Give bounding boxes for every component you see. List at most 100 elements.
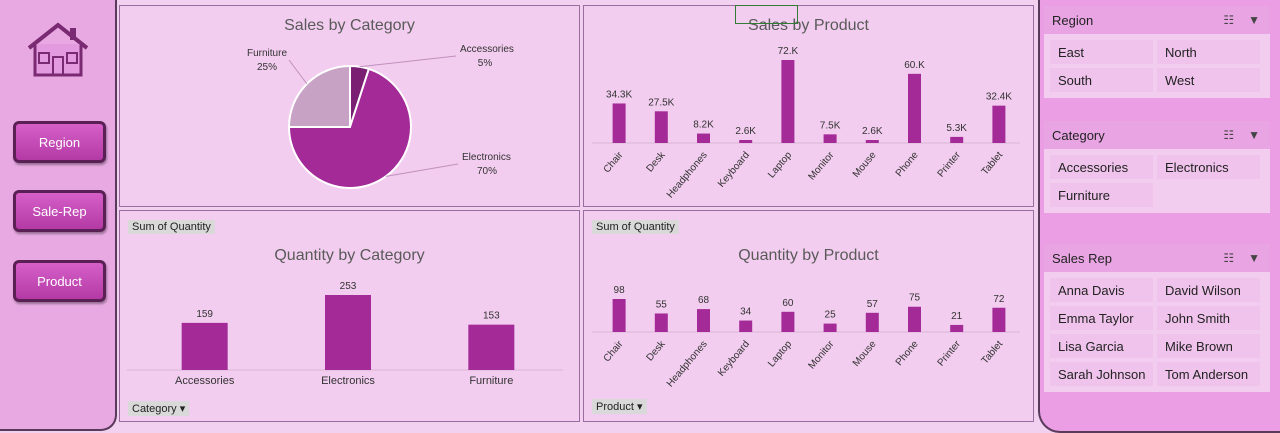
data-label: 34 (740, 307, 752, 318)
leader-line (288, 59, 308, 85)
pie-slice (287, 64, 351, 128)
bar (612, 103, 626, 143)
category-filter-button[interactable]: Category ▾ (128, 401, 190, 416)
slicer-item-emma-taylor[interactable]: Emma Taylor (1050, 306, 1153, 330)
chevron-down-icon: ▾ (179, 403, 186, 415)
tick-label: Printer (936, 338, 964, 368)
tick-label: Laptop (766, 150, 794, 181)
data-label: 57 (867, 299, 879, 310)
slicer-item-mike-brown[interactable]: Mike Brown (1157, 334, 1260, 358)
region-slicer: Region ☷ ▼ East North South West (1044, 6, 1270, 98)
tick-label: Tablet (980, 150, 1006, 178)
tick-label: Phone (894, 339, 921, 369)
tick-label: Monitor (807, 338, 837, 371)
data-label: 55 (656, 299, 668, 310)
clear-filter-icon[interactable]: ▼ (1248, 13, 1260, 27)
slicer-item-lisa-garcia[interactable]: Lisa Garcia (1050, 334, 1153, 358)
slicer-item-john-smith[interactable]: John Smith (1157, 306, 1260, 330)
tick-label: Printer (936, 149, 964, 179)
bar (992, 105, 1006, 143)
bar (908, 73, 921, 143)
multiselect-icon[interactable]: ☷ (1223, 128, 1235, 142)
product-filter-button[interactable]: Product ▾ (592, 399, 647, 414)
tick-label: Headphones (665, 339, 710, 390)
clear-filter-icon[interactable]: ▼ (1248, 251, 1260, 265)
bar (992, 307, 1006, 332)
tick-label: Mouse (851, 339, 879, 369)
panel-title: Sales by Category (284, 17, 415, 34)
clear-filter-icon[interactable]: ▼ (1248, 128, 1260, 142)
slicer-title: Category (1052, 127, 1105, 143)
nav-sidebar: Region Sale-Rep Product (0, 0, 117, 431)
panel-title: Quantity by Category (274, 247, 425, 264)
tick-label: Accessories (175, 375, 235, 387)
bar (468, 324, 515, 370)
slicer-item-west[interactable]: West (1157, 68, 1260, 92)
tick-label: Electronics (321, 375, 375, 387)
slicer-item-electronics[interactable]: Electronics (1157, 155, 1260, 179)
slicer-item-tom-anderson[interactable]: Tom Anderson (1157, 362, 1260, 386)
data-label: 68 (698, 295, 710, 306)
bar (781, 311, 795, 332)
slicer-header: Category ☷ ▼ (1044, 121, 1270, 149)
sale-rep-button[interactable]: Sale-Rep (13, 190, 106, 232)
bar-chart: 98 Chair 55 Desk 68 Headphones 34 Keyboard 60 Lap… (592, 285, 1020, 390)
bar (697, 133, 710, 143)
sales-by-product-panel: Sales by Product 34.3K Chair 27.5K Desk 8.2K… (583, 5, 1034, 207)
slicer-item-sarah-johnson[interactable]: Sarah Johnson (1050, 362, 1153, 386)
product-button[interactable]: Product (13, 260, 106, 302)
data-label: 25 (825, 310, 837, 321)
pie-chart: Accessories 5% Electronics 70% Furniture 25% (247, 44, 514, 189)
home-icon[interactable] (23, 20, 93, 80)
bar-chart: 34.3K Chair 27.5K Desk 8.2K Headphones 2.6K Key… (592, 46, 1020, 201)
selected-cell-marker (735, 5, 798, 24)
tick-label: Tablet (980, 339, 1006, 367)
slicer-item-david-wilson[interactable]: David Wilson (1157, 278, 1260, 302)
tick-label: Chair (602, 338, 626, 364)
panel-title: Sales by Product (748, 17, 869, 34)
bar (739, 140, 753, 143)
panel-title: Quantity by Product (738, 247, 879, 264)
tick-label: Desk (645, 149, 669, 174)
data-label: 21 (951, 311, 963, 322)
multiselect-icon[interactable]: ☷ (1223, 251, 1235, 265)
slicer-item-south[interactable]: South (1050, 68, 1153, 92)
data-label: 5.3K (946, 123, 967, 134)
data-label: 2.6K (862, 126, 883, 137)
data-label: 98 (614, 285, 626, 296)
bar (823, 323, 837, 332)
bar (739, 320, 753, 332)
slice-percent: 5% (478, 58, 493, 69)
chevron-down-icon: ▾ (636, 401, 643, 413)
slicer-item-accessories[interactable]: Accessories (1050, 155, 1153, 179)
slicer-item-east[interactable]: East (1050, 40, 1153, 64)
data-label: 7.5K (820, 120, 841, 131)
slicer-title: Sales Rep (1052, 250, 1112, 266)
slicer-item-north[interactable]: North (1157, 40, 1260, 64)
sales-rep-slicer: Sales Rep ☷ ▼ Anna Davis David Wilson Emm… (1044, 244, 1270, 392)
multiselect-icon[interactable]: ☷ (1223, 13, 1235, 27)
bar (697, 309, 710, 332)
data-label: 2.6K (735, 126, 756, 137)
data-label: 253 (340, 281, 357, 292)
tick-label: Phone (894, 150, 921, 180)
tick-label: Mouse (851, 150, 879, 180)
slice-label: Furniture (247, 48, 287, 59)
bar-chart: 159 Accessories 253 Electronics 153 Furniture (127, 281, 563, 387)
tick-label: Furniture (469, 375, 513, 387)
bar (325, 295, 371, 370)
data-label: 60 (782, 298, 794, 309)
sales-by-category-panel: Sales by Category Accessories 5% Electroni… (119, 5, 580, 207)
slicer-title: Region (1052, 12, 1094, 28)
bar (781, 60, 795, 143)
region-button[interactable]: Region (13, 121, 106, 163)
data-label: 72.K (778, 46, 799, 57)
slicer-item-furniture[interactable]: Furniture (1050, 183, 1153, 207)
slice-percent: 25% (257, 62, 277, 73)
slicer-item-anna-davis[interactable]: Anna Davis (1050, 278, 1153, 302)
category-slicer: Category ☷ ▼ Accessories Electronics Furn… (1044, 121, 1270, 213)
data-label: 159 (196, 309, 213, 320)
bar (823, 134, 837, 143)
tick-label: Headphones (665, 150, 710, 201)
leader-line (359, 55, 457, 68)
